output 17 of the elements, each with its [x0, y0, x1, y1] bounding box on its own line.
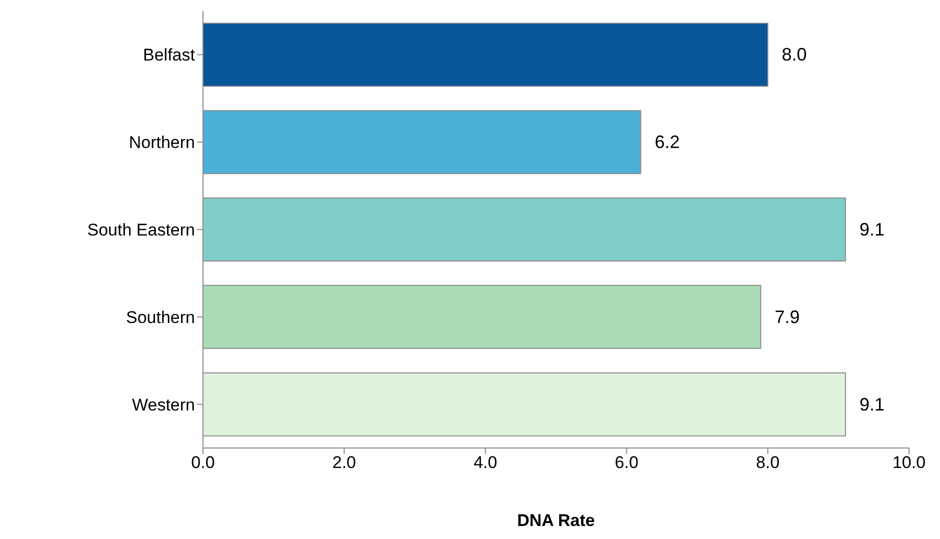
y-tick-label: Western — [132, 395, 195, 414]
y-tick-label: South Eastern — [87, 220, 195, 240]
x-tick-label: 0.0 — [191, 453, 215, 472]
data-label: 6.2 — [654, 132, 680, 152]
data-label: 8.0 — [782, 44, 807, 65]
x-tick-label: 10.0 — [892, 453, 926, 472]
x-tick-label: 4.0 — [474, 453, 498, 472]
data-label: 9.1 — [859, 394, 884, 414]
y-tick-label: Northern — [128, 133, 195, 152]
x-tick-label: 8.0 — [756, 453, 780, 472]
data-label: 9.1 — [859, 220, 884, 240]
y-tick-label: Belfast — [143, 46, 196, 65]
x-tick-label: 2.0 — [332, 453, 356, 472]
data-label: 7.9 — [774, 306, 800, 327]
x-axis-title: DNA Rate — [517, 511, 595, 530]
x-tick-label: 6.0 — [614, 453, 638, 472]
y-tick-label: Southern — [126, 308, 195, 327]
